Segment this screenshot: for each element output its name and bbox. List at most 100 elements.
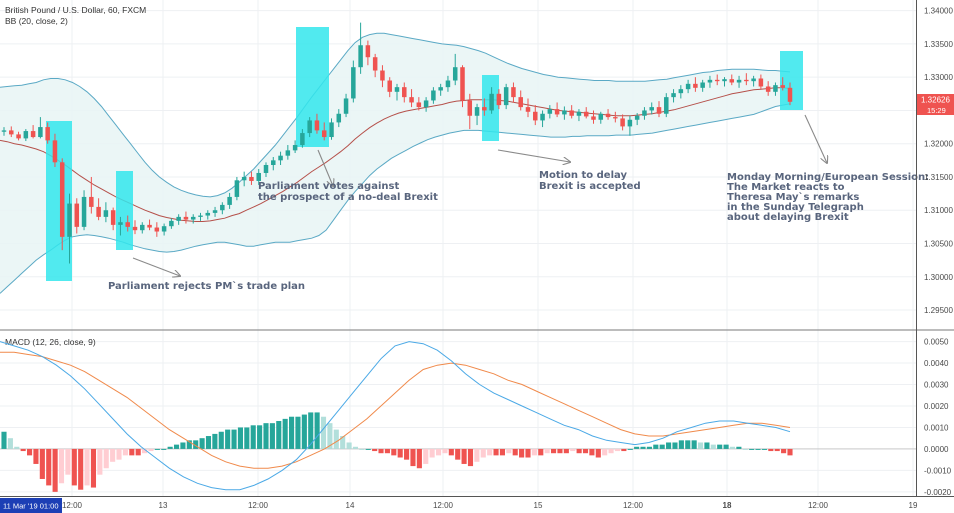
histogram-bar (531, 448, 537, 456)
annotation-delay-line1: Motion to delay (539, 170, 627, 181)
bollinger-band-fill (0, 33, 790, 294)
candle-body (431, 90, 436, 101)
candle-body (445, 80, 451, 88)
date-badge-bg (0, 498, 62, 513)
macd-pane[interactable] (0, 341, 916, 492)
histogram-bar (314, 412, 320, 449)
candle-body (569, 110, 574, 116)
histogram-bar (608, 448, 614, 454)
candle-body (329, 122, 334, 138)
candle-body (583, 111, 589, 117)
macd-tick-label: -0.0020 (924, 488, 952, 497)
candle-body (649, 107, 654, 111)
macd-axis[interactable]: 0.0050 0.0040 0.0030 0.0020 0.0010 0.0000 -0.0… (924, 338, 952, 497)
candle-body (452, 67, 458, 81)
histogram-bar (435, 448, 442, 456)
candle-body (758, 78, 764, 87)
price-tick-label: 1.33000 (924, 73, 953, 82)
histogram-bar (538, 448, 544, 456)
candle-body (89, 196, 94, 207)
price-axis[interactable]: 1.29500 1.30000 1.30500 1.31000 1.31500 1.320… (924, 7, 953, 315)
candle-body (176, 216, 181, 221)
histogram-bar (27, 448, 33, 456)
histogram-bar (103, 448, 109, 469)
histogram-bar (218, 431, 224, 449)
histogram-bar (557, 448, 563, 454)
candle-body (38, 127, 43, 138)
candle-body (300, 133, 305, 146)
annotation-arrow (132, 257, 180, 276)
histogram-bar (589, 448, 595, 456)
candle-body (554, 109, 560, 115)
macd-tick-label: 0.0000 (924, 445, 949, 454)
annotation-monday-line3: Theresa May`s remarks (727, 191, 859, 203)
macd-tick-label: 0.0010 (924, 423, 949, 432)
histogram-bar (423, 448, 429, 464)
time-tick-label: 19 (909, 501, 918, 510)
histogram-bar (193, 440, 199, 449)
histogram-bar (378, 448, 384, 454)
candle-body (9, 130, 14, 135)
time-tick-label: 14 (346, 501, 355, 510)
candle-body (423, 100, 429, 108)
price-pane[interactable] (0, 22, 827, 294)
histogram-bar (20, 448, 26, 452)
histogram-bar (653, 444, 659, 449)
histogram-bar (199, 438, 205, 449)
symbol-title[interactable]: British Pound / U.S. Dollar, 60, FXCM (5, 5, 146, 15)
candle-body (620, 118, 625, 127)
candle-body (343, 98, 349, 114)
candle-body (372, 57, 378, 71)
histogram-bar (231, 429, 237, 449)
bb-indicator-label[interactable]: BB (20, close, 2) (5, 16, 68, 26)
candle-body (351, 67, 356, 99)
histogram-bar (525, 448, 531, 458)
candle-body (511, 87, 516, 98)
candle-body (751, 78, 756, 82)
histogram-bar (627, 448, 633, 450)
event-highlight-box (116, 171, 133, 250)
histogram-bar (257, 425, 263, 449)
histogram-bar (717, 444, 723, 449)
candle-body (467, 100, 473, 116)
histogram-bar (359, 448, 365, 450)
event-highlight-box (46, 121, 72, 281)
candle-body (256, 172, 261, 181)
candle-body (605, 113, 611, 118)
histogram-bar (33, 448, 39, 464)
candle-body (634, 115, 640, 120)
candle-body (722, 79, 727, 82)
time-tick-label: 12:00 (623, 501, 644, 510)
histogram-bar (180, 442, 186, 449)
candle-body (1, 130, 7, 132)
time-tick-label: 12:00 (433, 501, 454, 510)
annotation-monday-line1: Monday Morning/European Session: (727, 172, 929, 183)
histogram-bar (116, 448, 122, 460)
annotation-delay-line2: Brexit is accepted (539, 181, 641, 192)
macd-tick-label: 0.0050 (924, 338, 949, 347)
annotation-arrow (317, 149, 333, 186)
candle-body (387, 80, 392, 92)
time-tick-label: 12:00 (248, 501, 269, 510)
histogram-bar (768, 448, 774, 452)
histogram-bar (276, 421, 282, 449)
histogram-bar (736, 446, 742, 449)
macd-histogram (1, 412, 793, 492)
histogram-bar (58, 448, 65, 484)
annotation-no-deal-line2: the prospect of a no-deal Brexit (258, 192, 438, 203)
candle-body (292, 145, 298, 151)
histogram-bar (710, 444, 716, 449)
histogram-bar (672, 442, 678, 449)
time-axis[interactable]: 12:00 13 12:00 14 12:00 15 12:00 18 12:00 19 (62, 501, 918, 510)
last-price-badge: 1.32626 15:29 (917, 94, 954, 115)
histogram-bar (691, 440, 697, 449)
candle-body (161, 226, 167, 232)
candle-body (205, 212, 211, 216)
candle-body (212, 210, 218, 213)
histogram-bar (90, 448, 97, 488)
histogram-bar (774, 448, 780, 452)
macd-indicator-label[interactable]: MACD (12, 26, close, 9) (5, 337, 96, 347)
candle-body (23, 131, 29, 139)
histogram-bar (634, 446, 640, 449)
